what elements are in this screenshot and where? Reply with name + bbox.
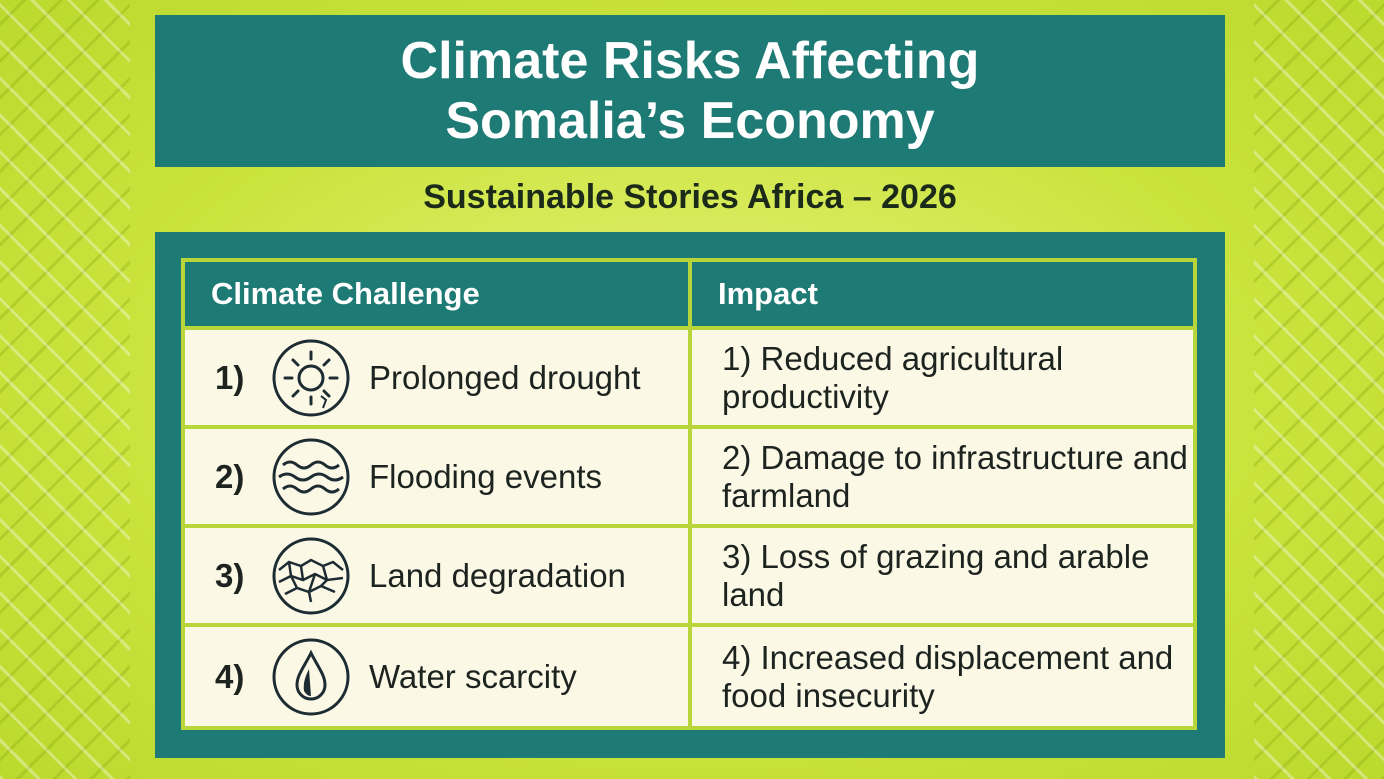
subtitle: Sustainable Stories Africa – 2026 <box>423 178 957 216</box>
challenge-cell: 3) Land degradation <box>185 528 688 623</box>
degradation-icon <box>272 537 350 614</box>
impact-cell: 3) Loss of grazing and arable land <box>692 528 1193 623</box>
row-number: 1) <box>215 358 245 396</box>
table: Climate Challenge Impact 1) Prolonged dr… <box>181 258 1197 730</box>
row-number: 3) <box>215 556 245 594</box>
challenge-cell: 4) Water scarcity <box>185 627 688 726</box>
challenge-cell: 1) Prolonged drought <box>185 330 688 425</box>
drought-icon <box>272 339 350 416</box>
challenge-cell: 2) Flooding events <box>185 429 688 524</box>
side-pattern <box>0 0 130 779</box>
title-banner: Climate Risks Affecting Somalia’s Econom… <box>155 15 1225 167</box>
challenge-label: Land degradation <box>369 556 626 594</box>
impact-cell: 1) Reduced agricultural productivity <box>692 330 1193 425</box>
impact-cell: 2) Damage to infrastructure and farmland <box>692 429 1193 524</box>
challenge-label: Water scarcity <box>369 657 577 695</box>
water-icon <box>272 638 350 715</box>
row-number: 4) <box>215 657 245 695</box>
table-panel: Climate Challenge Impact 1) Prolonged dr… <box>155 232 1225 758</box>
challenge-label: Prolonged drought <box>369 358 641 396</box>
challenge-label: Flooding events <box>369 457 602 495</box>
impact-cell: 4) Increased displacement and food insec… <box>692 627 1193 726</box>
column-header: Impact <box>692 262 1193 326</box>
side-pattern <box>1254 0 1384 779</box>
column-header: Climate Challenge <box>185 262 688 326</box>
title: Climate Risks Affecting Somalia’s Econom… <box>400 32 980 150</box>
row-number: 2) <box>215 457 245 495</box>
flood-icon <box>272 438 350 515</box>
